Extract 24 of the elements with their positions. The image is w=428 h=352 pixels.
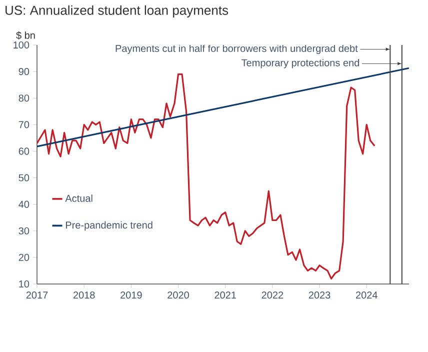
y-axis-title: $ bn (16, 31, 35, 40)
ref-line-label: Payments cut in half for borrowers with undergrad debt (116, 44, 358, 54)
y-tick-label: 100 (14, 41, 30, 49)
chart-title: US: Annualized student loan payments (6, 5, 228, 18)
y-tick-label: 80 (18, 94, 30, 102)
x-tick-label: 2022 (262, 292, 284, 299)
x-tick-label: 2019 (120, 292, 142, 299)
y-tick-label: 90 (18, 68, 30, 76)
y-tick-label: 60 (18, 148, 30, 155)
y-tick-label: 50 (18, 174, 30, 182)
y-tick-label: 20 (18, 254, 30, 261)
x-tick-label: 2020 (168, 292, 189, 299)
y-tick-label: 70 (18, 121, 30, 128)
x-tick-label: 2017 (26, 292, 48, 299)
x-tick-label: 2024 (356, 292, 378, 299)
x-tick-label: 2023 (308, 292, 330, 299)
y-tick-label: 40 (18, 200, 30, 208)
ref-line-label: Temporary protections end (242, 58, 360, 68)
y-tick-label: 30 (18, 227, 30, 234)
x-tick-label: 2018 (73, 292, 95, 299)
legend-label: Actual (65, 194, 92, 202)
legend-label: Pre-pandemic trend (66, 221, 152, 231)
y-tick-label: 10 (19, 280, 30, 288)
x-tick-label: 2021 (214, 292, 236, 299)
